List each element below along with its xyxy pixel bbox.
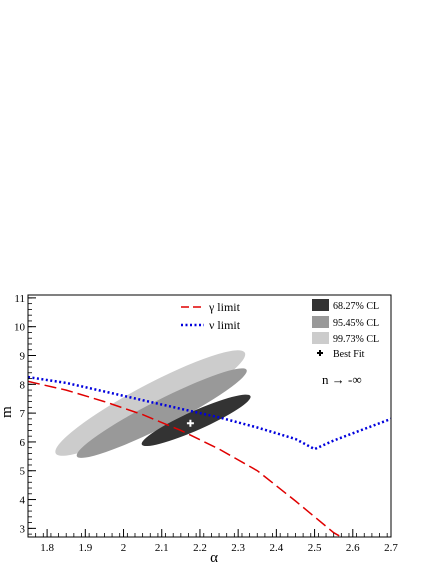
x-tick-label: 1.8 (40, 542, 54, 554)
y-tick-label: 5 (20, 466, 26, 478)
limit-lines (28, 375, 391, 537)
legend-nu-label: ν limit (209, 318, 241, 332)
axes-ticks: 1.8 1.9 2 2.1 2.2 2.3 2.4 2.5 2.6 2.7 3 4 5 6 7 8 9 10 11 (14, 293, 398, 554)
legend-95-swatch (312, 316, 329, 328)
x-tick-label: 2.5 (308, 542, 322, 554)
x-tick-label: 2 (121, 542, 127, 554)
x-tick-label: 2.1 (155, 542, 169, 554)
best-fit-marker (186, 419, 194, 427)
region-99 (55, 350, 246, 456)
legend-cl: 68.27% CL 95.45% CL 99.73% CL Best Fit (312, 299, 379, 360)
plot-frame (27, 294, 392, 538)
y-tick-label: 4 (20, 495, 26, 507)
contour-regions (55, 350, 251, 458)
legend-99-swatch (312, 332, 329, 344)
legend-68-label: 68.27% CL (333, 301, 379, 312)
annotation-n-limit: n → -∞ (322, 372, 362, 387)
x-axis-label: α (210, 550, 218, 564)
legend-best-fit-marker (317, 350, 323, 356)
region-95 (76, 368, 247, 458)
legend-68-swatch (312, 299, 329, 311)
x-tick-label: 2.3 (231, 542, 245, 554)
x-tick-label: 2.2 (193, 542, 207, 554)
x-tick-label: 2.6 (346, 542, 360, 554)
region-68 (141, 394, 251, 447)
legend-lines: γ limit ν limit (181, 300, 241, 332)
gamma-limit-line (28, 380, 342, 537)
y-tick-label: 10 (14, 322, 26, 334)
y-tick-label: 8 (20, 379, 26, 391)
legend-best-fit-label: Best Fit (333, 349, 365, 360)
x-tick-label: 1.9 (78, 542, 92, 554)
legend-gamma-label: γ limit (208, 300, 241, 314)
y-axis-label: m (0, 406, 15, 418)
y-tick-label: 3 (20, 523, 26, 535)
y-tick-label: 9 (20, 351, 26, 363)
nu-limit-line (28, 375, 391, 451)
x-tick-label: 2.7 (384, 542, 398, 554)
y-tick-label: 11 (14, 293, 25, 305)
y-tick-label: 6 (20, 437, 26, 449)
legend-95-label: 95.45% CL (333, 318, 379, 329)
legend-99-label: 99.73% CL (333, 334, 379, 345)
y-tick-label: 7 (20, 408, 26, 420)
best-fit-layer (186, 419, 194, 427)
x-tick-label: 2.4 (269, 542, 283, 554)
